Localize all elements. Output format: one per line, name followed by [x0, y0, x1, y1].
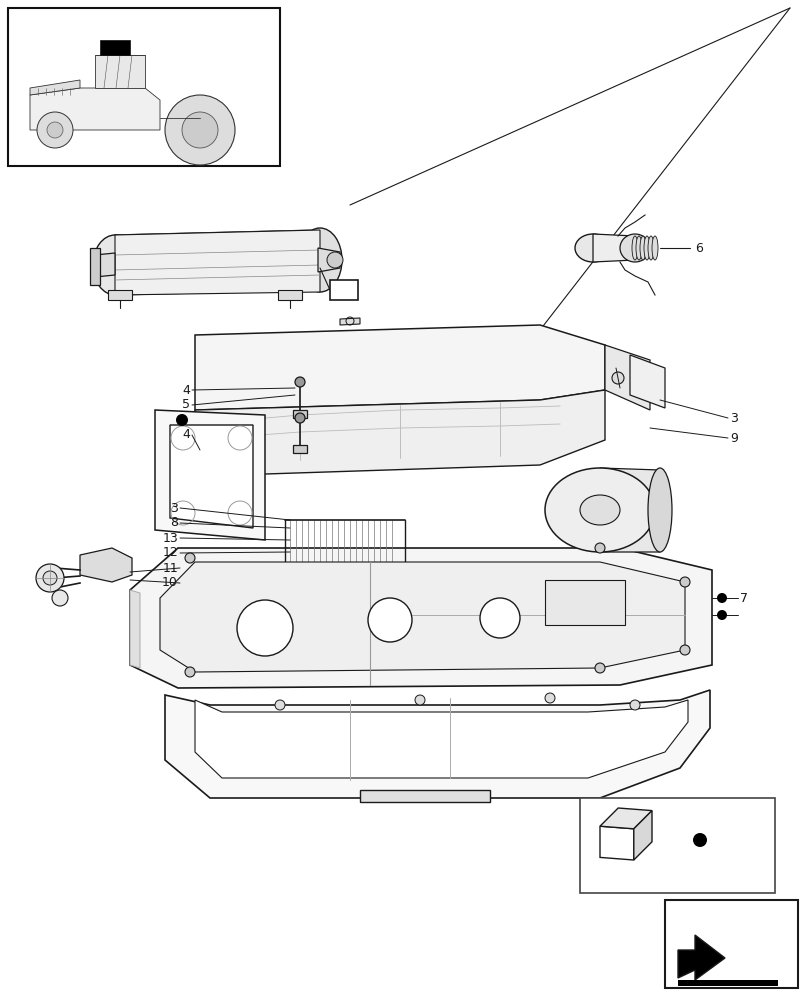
Circle shape [37, 112, 73, 148]
Polygon shape [277, 290, 302, 300]
Circle shape [237, 600, 293, 656]
Text: 1: 1 [340, 284, 347, 296]
Circle shape [594, 663, 604, 673]
Circle shape [52, 590, 68, 606]
Ellipse shape [298, 228, 341, 292]
Circle shape [716, 593, 726, 603]
Ellipse shape [544, 468, 654, 552]
Polygon shape [604, 345, 649, 410]
Polygon shape [80, 548, 132, 582]
Polygon shape [569, 492, 584, 508]
Circle shape [544, 693, 554, 703]
Polygon shape [95, 253, 115, 277]
Bar [544, 580, 624, 625]
Polygon shape [30, 80, 80, 95]
Polygon shape [108, 290, 132, 300]
Polygon shape [130, 590, 139, 668]
Polygon shape [195, 325, 604, 410]
Polygon shape [155, 410, 264, 540]
Bar [579, 798, 774, 893]
Ellipse shape [647, 236, 653, 260]
Circle shape [611, 372, 623, 384]
Text: = 2: = 2 [714, 833, 739, 847]
Ellipse shape [620, 234, 649, 262]
Bar [359, 790, 489, 802]
Circle shape [43, 571, 57, 585]
Circle shape [479, 598, 519, 638]
Circle shape [36, 564, 64, 592]
Ellipse shape [93, 235, 137, 295]
Circle shape [679, 645, 689, 655]
Ellipse shape [574, 234, 610, 262]
Circle shape [47, 122, 63, 138]
Ellipse shape [631, 236, 637, 260]
Polygon shape [169, 425, 253, 528]
Polygon shape [340, 318, 359, 325]
Text: 5: 5 [182, 398, 190, 412]
Polygon shape [195, 390, 604, 475]
Polygon shape [599, 808, 651, 829]
Ellipse shape [639, 236, 646, 260]
Text: 4: 4 [182, 428, 190, 442]
Bar [8, 8, 280, 166]
Ellipse shape [643, 236, 649, 260]
Ellipse shape [635, 236, 642, 260]
Ellipse shape [579, 495, 620, 525]
Bar [329, 280, 358, 300]
Ellipse shape [651, 236, 657, 260]
Text: 10: 10 [162, 576, 178, 589]
Text: KIT: KIT [603, 840, 624, 850]
Circle shape [275, 700, 285, 710]
Text: 7: 7 [739, 591, 747, 604]
Bar [664, 900, 797, 988]
Polygon shape [30, 88, 160, 130]
Text: 3: 3 [170, 502, 178, 514]
Polygon shape [160, 562, 684, 672]
Circle shape [629, 700, 639, 710]
Circle shape [367, 598, 411, 642]
Text: 6: 6 [694, 241, 702, 254]
Polygon shape [592, 234, 634, 262]
Circle shape [294, 377, 305, 387]
Polygon shape [195, 700, 687, 778]
Circle shape [165, 95, 234, 165]
Text: 12: 12 [162, 546, 178, 560]
Text: 11: 11 [162, 562, 178, 574]
Polygon shape [130, 548, 711, 688]
Circle shape [182, 112, 217, 148]
Text: 13: 13 [162, 532, 178, 544]
Circle shape [594, 543, 604, 553]
Ellipse shape [647, 468, 672, 552]
Polygon shape [95, 55, 145, 88]
Bar [677, 980, 777, 986]
Polygon shape [629, 355, 664, 408]
Polygon shape [599, 826, 633, 860]
Circle shape [294, 413, 305, 423]
Polygon shape [599, 468, 659, 552]
Circle shape [176, 414, 188, 426]
Polygon shape [100, 40, 130, 55]
Polygon shape [293, 410, 307, 418]
Circle shape [327, 252, 342, 268]
Text: 3: 3 [729, 412, 737, 424]
Text: 9: 9 [729, 432, 737, 444]
Polygon shape [633, 811, 651, 860]
Circle shape [679, 577, 689, 587]
Text: 8: 8 [169, 516, 178, 530]
Text: 4: 4 [182, 383, 190, 396]
Circle shape [185, 667, 195, 677]
Polygon shape [677, 935, 724, 980]
Polygon shape [318, 248, 340, 272]
Polygon shape [90, 248, 100, 285]
Circle shape [414, 695, 424, 705]
Circle shape [185, 553, 195, 563]
Polygon shape [115, 230, 320, 295]
Circle shape [692, 833, 706, 847]
Polygon shape [293, 445, 307, 453]
Polygon shape [165, 690, 709, 798]
Circle shape [716, 610, 726, 620]
